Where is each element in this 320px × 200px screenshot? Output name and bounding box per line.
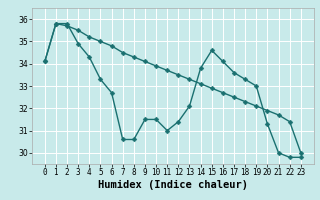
X-axis label: Humidex (Indice chaleur): Humidex (Indice chaleur) (98, 180, 248, 190)
